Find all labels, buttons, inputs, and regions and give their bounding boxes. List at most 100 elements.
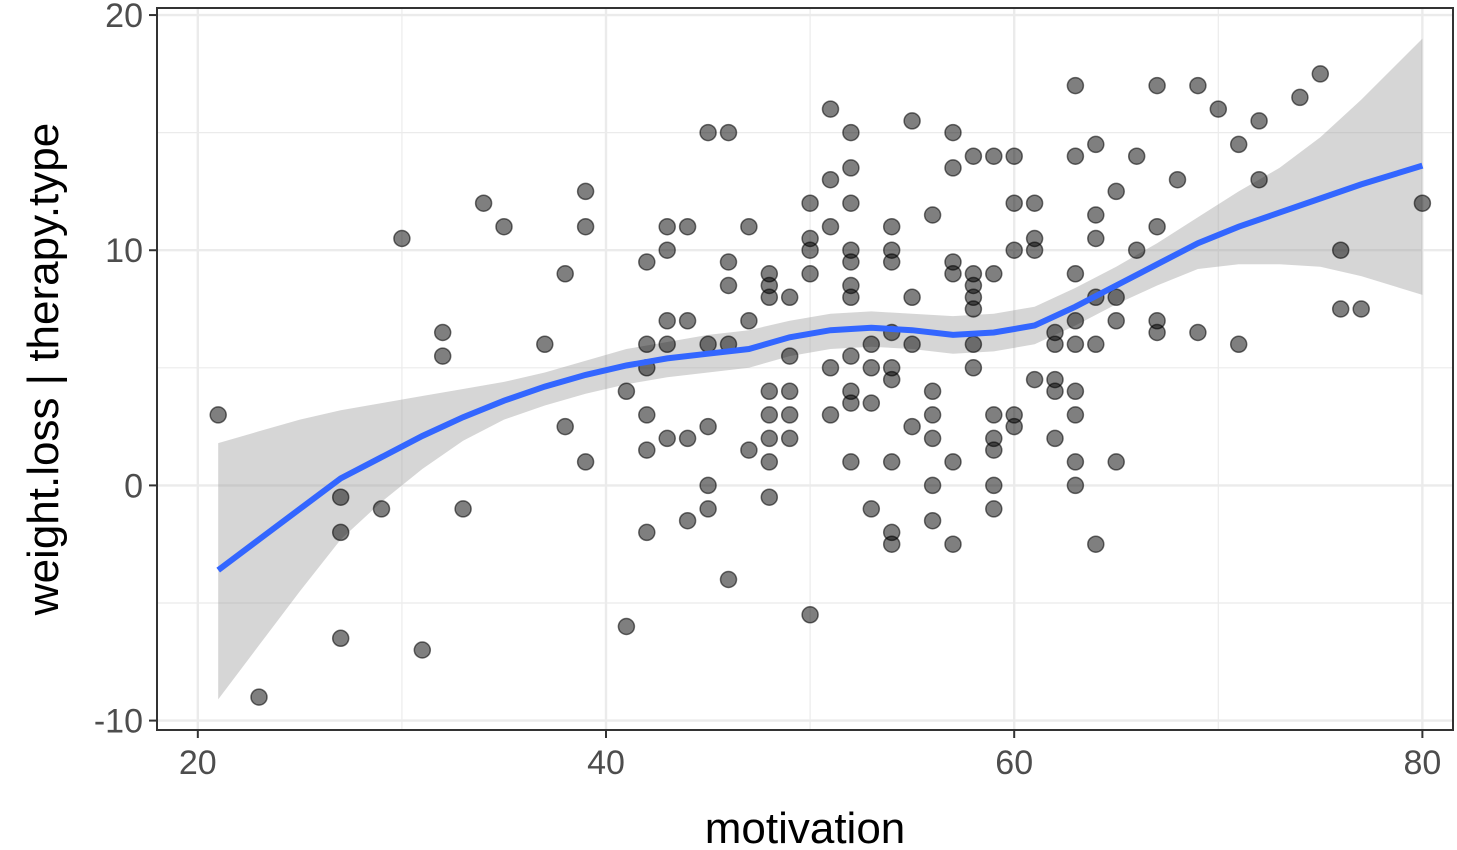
data-point — [1046, 382, 1064, 401]
data-point — [495, 217, 513, 236]
data-points — [209, 65, 1432, 706]
data-point — [985, 441, 1003, 459]
data-point — [923, 429, 942, 448]
data-point — [1189, 76, 1207, 95]
data-point — [576, 217, 595, 236]
data-point — [658, 241, 676, 259]
data-point — [780, 382, 799, 401]
data-point — [1229, 135, 1248, 154]
data-point — [719, 570, 738, 589]
data-point — [944, 123, 962, 142]
major-gridlines — [157, 8, 1453, 730]
data-point — [474, 194, 493, 212]
x-tick-label: 80 — [1403, 744, 1441, 782]
data-point — [556, 265, 574, 283]
y-tick-label: 20 — [105, 0, 143, 35]
data-point — [842, 288, 860, 307]
data-point — [944, 453, 962, 471]
data-point — [842, 394, 860, 412]
data-point — [780, 288, 799, 307]
data-point — [821, 406, 840, 424]
data-point — [1066, 312, 1085, 330]
data-point — [1413, 194, 1432, 212]
data-point — [862, 500, 881, 518]
data-point — [780, 347, 799, 365]
data-point — [1107, 453, 1125, 471]
data-point — [536, 335, 554, 354]
data-point — [1046, 429, 1064, 448]
data-point — [760, 288, 779, 307]
data-point — [1148, 76, 1166, 95]
data-point — [801, 241, 819, 259]
data-point — [1087, 535, 1105, 553]
data-point — [699, 417, 717, 436]
data-point — [882, 217, 901, 236]
data-point — [944, 535, 962, 553]
data-point — [862, 359, 881, 377]
data-point — [821, 359, 840, 377]
data-point — [1087, 335, 1105, 354]
y-tick-label: -10 — [94, 703, 143, 741]
data-point — [1107, 182, 1125, 201]
data-point — [678, 429, 697, 448]
data-point — [1209, 100, 1228, 118]
data-point — [903, 288, 921, 307]
data-point — [1087, 135, 1105, 154]
data-point — [842, 123, 860, 142]
data-point — [393, 229, 411, 248]
data-point — [740, 312, 758, 330]
data-point — [209, 406, 227, 424]
data-point — [1127, 241, 1146, 259]
data-point — [944, 159, 962, 177]
data-point — [413, 641, 432, 659]
data-point — [617, 382, 636, 401]
data-point — [903, 112, 921, 130]
minor-gridlines — [157, 8, 1453, 730]
data-point — [1066, 147, 1085, 165]
data-point — [678, 217, 697, 236]
data-point — [699, 335, 717, 354]
data-point — [923, 476, 942, 495]
data-point — [842, 194, 860, 212]
data-point — [638, 441, 656, 459]
data-point — [1066, 453, 1085, 471]
data-point — [1066, 265, 1085, 283]
data-point — [842, 159, 860, 177]
data-point — [1005, 417, 1023, 436]
data-point — [638, 523, 656, 542]
y-tick-label: 0 — [124, 467, 143, 505]
smooth-trend-line — [216, 162, 1424, 573]
data-point — [964, 147, 983, 165]
data-point — [923, 206, 942, 224]
data-point — [842, 347, 860, 365]
data-point — [1066, 476, 1085, 495]
panel-border — [156, 7, 1454, 731]
data-point — [1189, 323, 1207, 342]
data-point — [658, 217, 676, 236]
data-point — [903, 417, 921, 436]
data-point — [1087, 229, 1105, 248]
data-point — [454, 500, 472, 518]
data-point — [556, 417, 574, 436]
data-point — [964, 335, 983, 354]
data-point — [985, 500, 1003, 518]
data-point — [964, 300, 983, 318]
data-point — [250, 688, 268, 706]
data-point — [576, 182, 595, 201]
data-point — [1066, 76, 1085, 95]
data-point — [1250, 112, 1268, 130]
data-point — [1311, 65, 1330, 83]
data-point — [760, 406, 779, 424]
data-point — [1352, 300, 1370, 318]
data-point — [985, 406, 1003, 424]
data-point — [1087, 206, 1105, 224]
data-point — [903, 335, 921, 354]
data-point — [1025, 194, 1044, 212]
data-point — [985, 147, 1003, 165]
data-point — [331, 488, 350, 506]
data-point — [658, 312, 676, 330]
data-point — [331, 523, 350, 542]
x-axis-title: motivation — [705, 804, 906, 850]
data-point — [1025, 241, 1044, 259]
y-tick-label: 10 — [105, 232, 143, 270]
